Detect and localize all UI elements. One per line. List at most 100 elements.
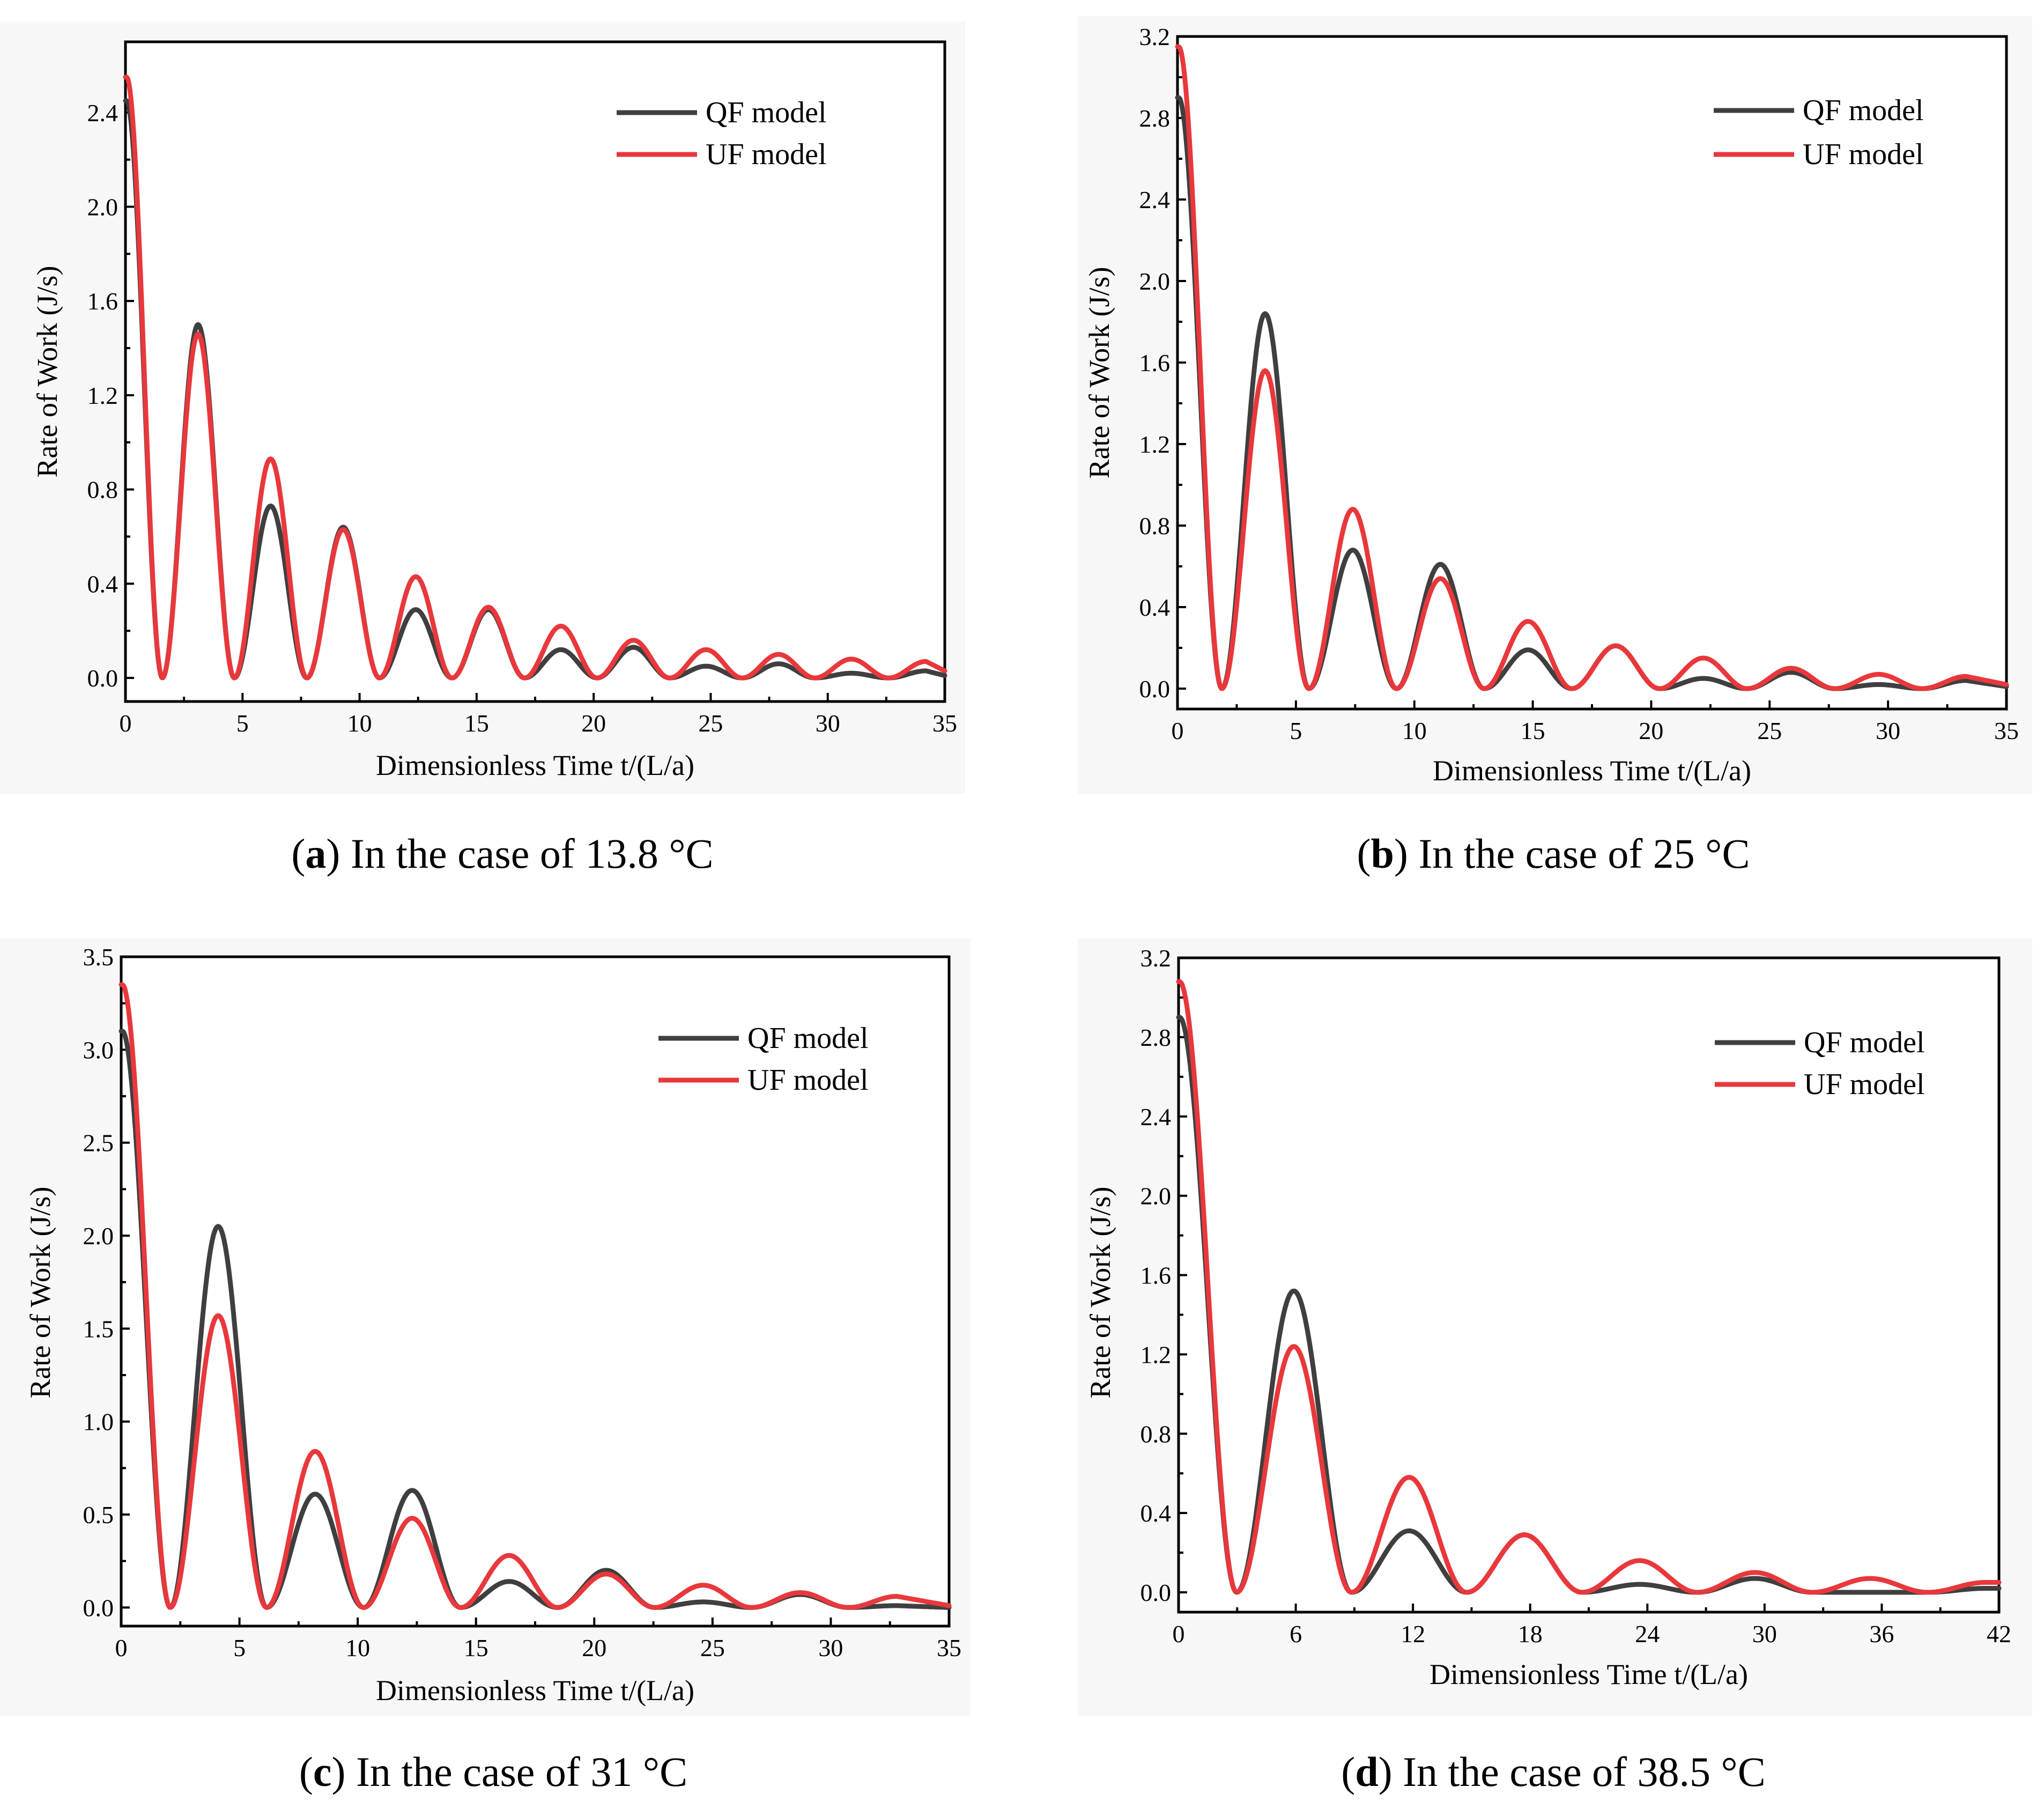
y-tick-label: 1.6 <box>1141 1262 1172 1289</box>
panel-a-x-axis-label: Dimensionless Time t/(L/a) <box>376 749 694 781</box>
legend-uf-label: UF model <box>1803 138 1924 171</box>
series-line-uf <box>119 982 952 1610</box>
y-tick-label: 1.5 <box>83 1315 114 1342</box>
x-tick-label: 20 <box>582 1634 606 1661</box>
y-tick-label: 2.0 <box>1141 1183 1172 1210</box>
x-tick-label: 0 <box>1172 717 1184 744</box>
x-tick-label: 36 <box>1869 1620 1894 1648</box>
x-tick-label: 24 <box>1635 1620 1660 1648</box>
panel-a-legend: QF model UF model <box>617 96 827 171</box>
panel-d-series <box>1176 979 2002 1595</box>
y-tick-label: 1.2 <box>87 382 119 409</box>
x-tick-label: 30 <box>818 1634 843 1661</box>
panel-a-ticks: 0 5 10 15 20 25 30 35 0.0 0.4 0.8 1.2 1.6 2.0 2.4 <box>87 99 958 737</box>
y-tick-label: 1.2 <box>1139 431 1171 458</box>
panel-c-plot-frame <box>120 955 951 1628</box>
y-tick-label: 0.4 <box>87 570 119 597</box>
panel-a-plot-frame <box>124 40 946 703</box>
panel-b-y-axis-label: Rate of Work (J/s) <box>1083 267 1115 478</box>
panel-b-caption: (b) In the case of 25 °C <box>1357 830 1750 877</box>
y-tick-label: 2.8 <box>1139 105 1171 132</box>
panel-c-legend: QF model UF model <box>658 1022 869 1097</box>
y-tick-label: 3.0 <box>83 1036 114 1064</box>
x-tick-label: 5 <box>233 1634 246 1661</box>
legend-qf-label: QF model <box>747 1022 869 1055</box>
x-tick-label: 10 <box>1402 717 1427 744</box>
x-tick-label: 25 <box>700 1634 725 1661</box>
series-line-uf <box>1176 979 2002 1595</box>
panel-c-y-axis-label: Rate of Work (J/s) <box>24 1186 56 1398</box>
x-tick-label: 15 <box>464 710 489 737</box>
y-tick-label: 0.8 <box>87 476 119 504</box>
panel-d: 0 6 12 18 24 30 36 42 0.0 0.4 0.8 1.2 1.6 2.0 2.4 2.8 3.… <box>1078 939 2032 1795</box>
y-tick-label: 1.2 <box>1141 1341 1172 1368</box>
panel-b-x-axis-label: Dimensionless Time t/(L/a) <box>1433 755 1751 787</box>
y-tick-label: 0.0 <box>1139 675 1171 703</box>
panel-c-x-axis-label: Dimensionless Time t/(L/a) <box>376 1674 694 1707</box>
x-tick-label: 5 <box>1290 717 1302 744</box>
panel-a-y-axis-label: Rate of Work (J/s) <box>31 265 63 477</box>
x-tick-label: 6 <box>1290 1620 1302 1648</box>
y-tick-label: 0.8 <box>1141 1420 1172 1447</box>
legend-uf-label: UF model <box>747 1064 869 1097</box>
x-tick-label: 30 <box>1876 717 1900 744</box>
y-tick-label: 1.0 <box>83 1408 114 1436</box>
x-tick-label: 20 <box>581 710 606 737</box>
panel-a: 0 5 10 15 20 25 30 35 0.0 0.4 0.8 1.2 1.6 2.0 2.4 QF m… <box>0 21 965 877</box>
legend-uf-label: UF model <box>706 138 827 171</box>
y-tick-label: 3.2 <box>1139 23 1171 50</box>
y-tick-label: 0.0 <box>87 664 119 692</box>
x-tick-label: 5 <box>236 710 249 737</box>
y-tick-label: 2.4 <box>87 99 119 127</box>
panel-a-caption: (a) In the case of 13.8 °C <box>291 830 713 877</box>
x-tick-label: 0 <box>120 710 132 737</box>
panel-c: 0 5 10 15 20 25 30 35 0.0 0.5 1.0 1.5 2.0 2.5 3.0 3.5 Q… <box>0 939 971 1795</box>
y-tick-label: 1.6 <box>1139 349 1171 376</box>
y-tick-label: 0.4 <box>1141 1500 1172 1527</box>
panel-d-x-axis-label: Dimensionless Time t/(L/a) <box>1430 1658 1748 1690</box>
x-tick-label: 35 <box>937 1634 961 1661</box>
y-tick-label: 2.0 <box>1139 268 1171 295</box>
panel-c-ticks: 0 5 10 15 20 25 30 35 0.0 0.5 1.0 1.5 2.0 2.5 3.0 3.5 <box>83 943 962 1661</box>
y-tick-label: 0.5 <box>83 1501 114 1528</box>
x-tick-label: 0 <box>115 1634 128 1661</box>
x-tick-label: 25 <box>698 710 723 737</box>
series-line-uf <box>123 75 947 681</box>
y-tick-label: 2.4 <box>1141 1103 1172 1131</box>
x-tick-label: 35 <box>932 710 957 737</box>
x-tick-label: 18 <box>1518 1620 1543 1648</box>
x-tick-label: 15 <box>464 1634 488 1661</box>
legend-uf-label: UF model <box>1804 1068 1925 1101</box>
panel-b: 0 5 10 15 20 25 30 35 0.0 0.4 0.8 1.2 1.6 2.0 2.4 2.8 3.… <box>1078 16 2032 877</box>
panel-b-ticks: 0 5 10 15 20 25 30 35 0.0 0.4 0.8 1.2 1.6 2.0 2.4 2.8 3.… <box>1139 23 2019 744</box>
x-tick-label: 15 <box>1521 717 1545 744</box>
x-tick-label: 12 <box>1401 1620 1425 1648</box>
panel-d-legend: QF model UF model <box>1715 1026 1925 1101</box>
y-tick-label: 2.8 <box>1141 1024 1172 1051</box>
panel-a-series <box>123 75 947 681</box>
panel-b-legend: QF model UF model <box>1714 94 1924 171</box>
y-tick-label: 2.4 <box>1139 186 1171 213</box>
series-line-uf <box>1175 44 2009 691</box>
x-tick-label: 20 <box>1639 717 1663 744</box>
legend-qf-label: QF model <box>1803 94 1924 127</box>
y-tick-label: 2.0 <box>87 194 119 221</box>
y-tick-label: 1.6 <box>87 287 119 315</box>
x-tick-label: 10 <box>347 710 372 737</box>
panel-c-caption: (c) In the case of 31 °C <box>299 1748 687 1795</box>
y-tick-label: 2.0 <box>83 1222 114 1250</box>
x-tick-label: 30 <box>1752 1620 1777 1648</box>
y-tick-label: 0.0 <box>1141 1579 1172 1606</box>
x-tick-label: 0 <box>1173 1620 1185 1648</box>
legend-qf-label: QF model <box>1804 1026 1925 1059</box>
x-tick-label: 10 <box>345 1634 370 1661</box>
panel-b-series <box>1175 44 2009 691</box>
y-tick-label: 0.8 <box>1139 512 1171 540</box>
y-tick-label: 0.0 <box>83 1594 114 1621</box>
y-tick-label: 2.5 <box>83 1129 114 1157</box>
x-tick-label: 35 <box>1994 717 2019 744</box>
x-tick-label: 42 <box>1987 1620 2011 1648</box>
panel-d-ticks: 0 6 12 18 24 30 36 42 0.0 0.4 0.8 1.2 1.6 2.0 2.4 2.8 3.… <box>1141 944 2012 1648</box>
x-tick-label: 25 <box>1757 717 1782 744</box>
